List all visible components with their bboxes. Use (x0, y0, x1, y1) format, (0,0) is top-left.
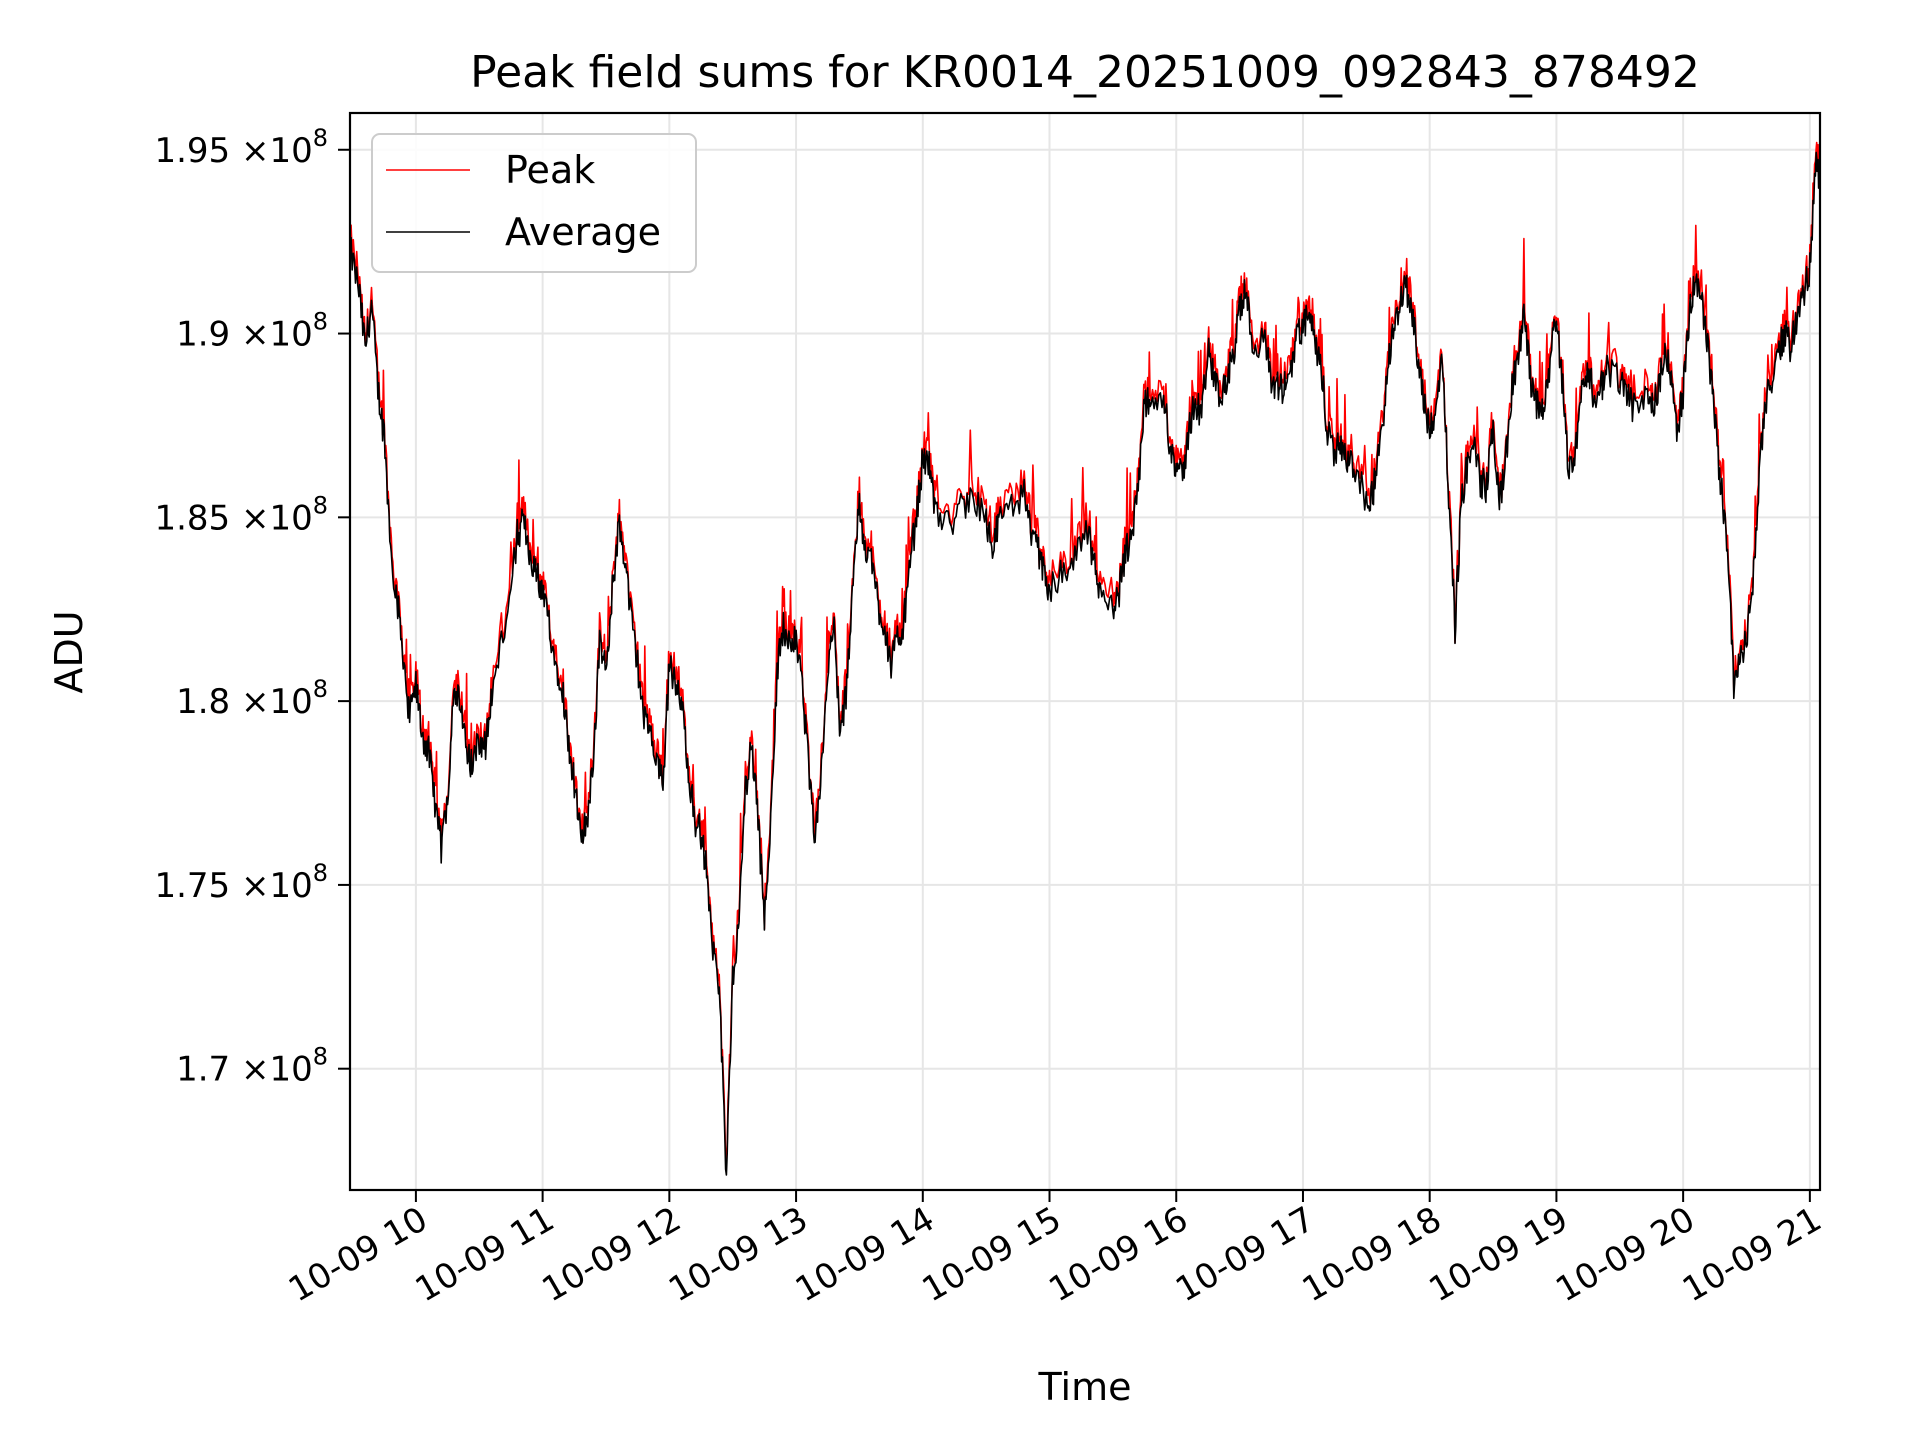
chart-title: Peak field sums for KR0014_20251009_0928… (470, 47, 1700, 98)
y-tick-label: 1.85 ×108 (154, 491, 328, 538)
plot-frame (348, 111, 1822, 1192)
y-axis-label: ADU (47, 610, 91, 693)
y-tick-label: 1.95 ×108 (154, 124, 328, 171)
y-tick-label: 1.7 ×108 (176, 1043, 328, 1090)
y-tick-label: 1.75 ×108 (154, 859, 328, 906)
legend-average-label: Average (505, 210, 661, 254)
y-axis-ticks: 1.7 ×108 1.75 ×108 1.8 ×108 1.85 ×108 1.9 ×1… (154, 124, 350, 1090)
legend-box (371, 133, 697, 273)
grid (350, 113, 1820, 1190)
x-axis-label: Time (1038, 1365, 1132, 1409)
series-lines (349, 141, 1821, 1176)
y-tick-label: 1.8 ×108 (176, 675, 328, 722)
legend: Peak Average (371, 133, 697, 273)
legend-peak-label: Peak (505, 148, 595, 192)
series-line-average (349, 151, 1821, 1176)
y-tick-label: 1.9 ×108 (176, 308, 328, 355)
